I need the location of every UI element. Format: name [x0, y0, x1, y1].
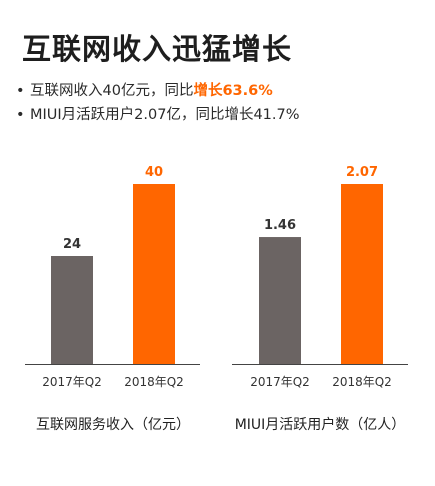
- bar-value-label: 24: [63, 237, 81, 252]
- bullet-dot: •: [16, 83, 25, 99]
- bar-value-label: 1.46: [264, 218, 296, 233]
- x-tick-label: 2017年Q2: [250, 375, 310, 389]
- bar: [341, 184, 383, 364]
- x-tick-label: 2018年Q2: [124, 375, 184, 389]
- bullet-item-revenue: • 互联网收入40亿元，同比增长63.6%: [16, 80, 300, 104]
- x-tick-label: 2018年Q2: [332, 375, 392, 389]
- bullet-text: 互联网收入40亿元，同比: [30, 83, 194, 99]
- bar-value-label: 40: [145, 165, 163, 180]
- bullet-item-users: • MIUI月活跃用户2.07亿，同比增长41.7%: [16, 104, 300, 128]
- chart-title: 互联网服务收入（亿元）: [36, 417, 190, 433]
- bullet-text: MIUI月活跃用户2.07亿，同比增长41.7%: [30, 107, 300, 123]
- bullet-highlight: 增长63.6%: [193, 83, 273, 99]
- bar: [51, 256, 93, 364]
- chart-title: MIUI月活跃用户数（亿人）: [235, 416, 406, 433]
- x-tick-label: 2017年Q2: [42, 375, 102, 389]
- bar: [259, 237, 301, 364]
- bar-value-label: 2.07: [346, 165, 378, 180]
- bullet-list: • 互联网收入40亿元，同比增长63.6% • MIUI月活跃用户2.07亿，同比增…: [16, 80, 300, 128]
- page-title: 互联网收入迅猛增长: [22, 32, 293, 66]
- bar: [133, 184, 175, 364]
- bullet-dot: •: [16, 107, 25, 123]
